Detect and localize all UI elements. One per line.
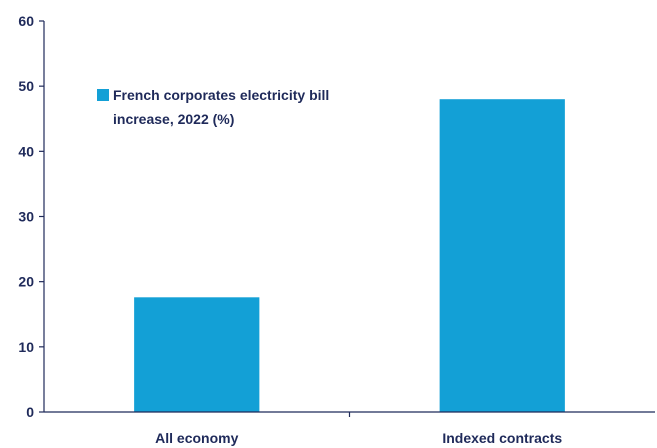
x-axis: All economy Indexed contracts [155,412,562,446]
y-tick-label: 0 [26,404,34,420]
y-tick-label: 20 [18,274,34,290]
bars [134,99,565,412]
y-axis: 0 10 20 30 40 50 60 [18,13,44,420]
bar-indexed-contracts [439,99,565,412]
bar-all-economy [134,297,260,412]
x-category-label: All economy [155,430,238,446]
y-tick-label: 40 [18,143,34,159]
legend-label-line-2: increase, 2022 (%) [113,111,234,127]
x-category-label: Indexed contracts [442,430,562,446]
y-tick-label: 50 [18,78,34,94]
legend-swatch [97,89,109,101]
y-tick-label: 60 [18,13,34,29]
legend: French corporates electricity bill incre… [97,87,329,127]
y-tick-label: 30 [18,209,34,225]
y-tick-label: 10 [18,339,34,355]
legend-label-line-1: French corporates electricity bill [113,87,329,103]
